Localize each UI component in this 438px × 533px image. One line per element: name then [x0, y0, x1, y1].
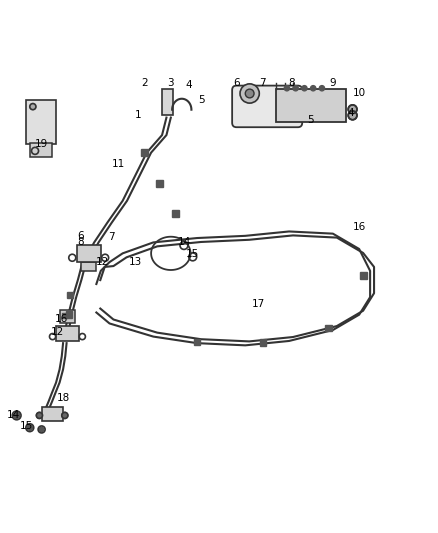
- Text: 16: 16: [55, 314, 68, 324]
- Bar: [42, 407, 63, 421]
- Circle shape: [14, 413, 20, 418]
- Text: 8: 8: [78, 237, 85, 247]
- Text: 17: 17: [252, 298, 265, 309]
- Text: 2: 2: [141, 77, 148, 87]
- Circle shape: [27, 425, 32, 430]
- Circle shape: [319, 86, 325, 91]
- Bar: [325, 325, 332, 331]
- Text: 1: 1: [134, 110, 141, 120]
- Bar: [77, 246, 101, 262]
- Bar: [66, 311, 72, 318]
- Circle shape: [39, 427, 44, 432]
- Bar: [172, 211, 179, 217]
- Text: 19: 19: [35, 139, 48, 149]
- Text: 7: 7: [108, 232, 115, 242]
- Text: 6: 6: [78, 231, 85, 241]
- Bar: [259, 339, 266, 345]
- Bar: [156, 180, 163, 187]
- Circle shape: [284, 86, 290, 91]
- Circle shape: [62, 413, 68, 418]
- Text: 15: 15: [186, 249, 199, 259]
- FancyBboxPatch shape: [232, 86, 302, 127]
- Circle shape: [245, 89, 254, 98]
- Circle shape: [30, 103, 36, 110]
- Text: 16: 16: [353, 222, 366, 232]
- Text: 18: 18: [57, 393, 70, 403]
- Bar: [67, 292, 73, 298]
- Text: 4: 4: [347, 108, 354, 118]
- Circle shape: [36, 413, 42, 418]
- Text: 12: 12: [96, 257, 110, 267]
- Text: 6: 6: [233, 77, 240, 87]
- Text: 9: 9: [329, 77, 336, 87]
- Bar: [162, 89, 173, 115]
- Circle shape: [311, 86, 316, 91]
- Text: 10: 10: [353, 88, 366, 99]
- Text: 7: 7: [259, 77, 266, 87]
- Bar: [62, 313, 67, 318]
- Text: 11: 11: [112, 159, 125, 168]
- Bar: [194, 338, 200, 345]
- Bar: [56, 326, 79, 341]
- Text: 14: 14: [177, 237, 191, 247]
- Circle shape: [348, 105, 357, 114]
- Text: 3: 3: [167, 77, 174, 87]
- Circle shape: [293, 86, 298, 91]
- Text: 4: 4: [185, 80, 192, 90]
- Bar: [26, 100, 56, 144]
- Text: 14: 14: [7, 409, 20, 419]
- Text: 8: 8: [288, 77, 295, 87]
- Circle shape: [302, 86, 307, 91]
- Bar: [276, 89, 346, 122]
- Bar: [30, 143, 52, 157]
- Circle shape: [348, 111, 357, 120]
- Text: 12: 12: [50, 327, 64, 337]
- Text: 5: 5: [307, 115, 314, 125]
- Bar: [60, 310, 75, 324]
- Text: 15: 15: [20, 422, 33, 431]
- Circle shape: [240, 84, 259, 103]
- Bar: [81, 262, 96, 271]
- Bar: [141, 149, 148, 156]
- Text: 5: 5: [198, 95, 205, 105]
- Bar: [360, 272, 367, 279]
- Text: 13: 13: [129, 257, 142, 267]
